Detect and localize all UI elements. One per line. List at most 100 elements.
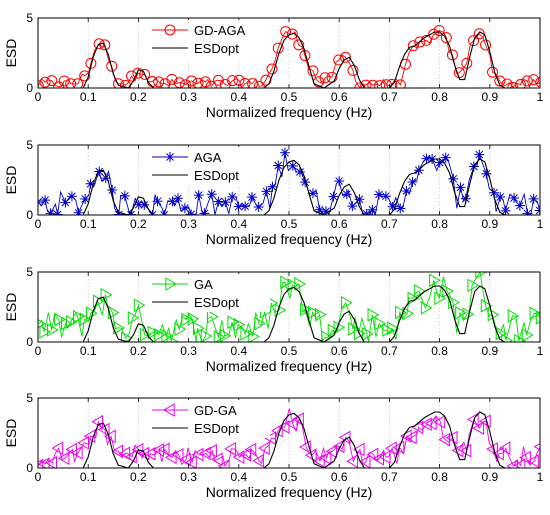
x-tick-label-8: 0.8: [431, 90, 448, 104]
data-point-108: [394, 79, 406, 88]
data-point-134: [480, 39, 492, 51]
data-point-18: [91, 414, 104, 429]
legend: GA ESDopt: [148, 274, 270, 312]
data-point-104: [380, 79, 392, 88]
data-point-94: [346, 454, 359, 468]
data-point-52: [205, 443, 217, 458]
data-point-66: [254, 316, 266, 331]
data-point-84: [314, 204, 325, 215]
data-point-10: [66, 191, 77, 202]
legend-label: GD-AGA: [194, 23, 246, 38]
data-point-148: [529, 306, 540, 321]
x-tick-label-2: 0.2: [130, 90, 147, 104]
x-tick-label-7: 0.7: [381, 470, 398, 484]
x-axis-label: Normalized frequency (Hz): [206, 484, 373, 500]
data-point-48: [192, 321, 205, 336]
data-point-76: [287, 160, 298, 171]
legend-box: [148, 147, 270, 185]
legend: GD-GA ESDopt: [148, 400, 270, 438]
x-tick-label-10: 1: [537, 470, 544, 484]
data-point-58: [227, 75, 239, 87]
data-point-82: [307, 65, 319, 77]
x-tick-label-5: 0.5: [281, 90, 298, 104]
data-point-46: [186, 209, 197, 215]
data-point-98: [360, 79, 372, 88]
data-point-4: [46, 75, 58, 87]
data-point-10: [66, 315, 78, 329]
data-point-118: [428, 28, 440, 40]
x-tick-label-6: 0.6: [331, 344, 348, 358]
data-point-114: [414, 284, 426, 298]
data-point-124: [448, 295, 460, 310]
data-point-72: [270, 423, 283, 438]
y-tick-label-1: 5: [26, 11, 33, 25]
legend-item-gd-aga: GD-AGA: [152, 23, 246, 38]
data-point-60: [233, 317, 246, 332]
data-point-118: [429, 273, 441, 288]
data-point-40: [164, 450, 177, 465]
data-point-2: [40, 195, 51, 206]
data-point-38: [157, 442, 170, 457]
data-point-14: [79, 70, 91, 82]
x-tick-label-7: 0.7: [381, 217, 398, 231]
data-point-32: [139, 68, 151, 80]
y-tick-label-1: 5: [26, 391, 33, 405]
data-point-106: [387, 321, 400, 336]
data-point-142: [507, 309, 520, 323]
data-point-102: [374, 316, 387, 331]
data-point-82: [307, 305, 320, 320]
data-point-104: [380, 191, 391, 202]
data-point-136: [487, 66, 499, 78]
data-point-78: [292, 412, 304, 427]
legend-item-aga: AGA: [152, 150, 222, 165]
series-area: [38, 147, 540, 215]
data-point-124: [448, 173, 459, 184]
x-tick-label-3: 0.3: [180, 344, 197, 358]
data-point-80: [299, 440, 311, 454]
data-point-52: [205, 80, 217, 88]
data-point-126: [455, 182, 466, 193]
legend-label: ESDopt: [194, 421, 239, 436]
data-point-146: [521, 328, 534, 342]
legend-label: ESDopt: [194, 41, 239, 56]
chart-panel-1: 0 0.1 0.2 0.3 0.4 0.5 0.6 0.7 0.8 0.9 1 0 5 Normalize…: [3, 11, 544, 120]
data-point-116: [421, 153, 432, 164]
data-point-72: [274, 303, 287, 318]
data-point-136: [489, 187, 500, 198]
data-point-30: [132, 67, 144, 79]
x-tick-label-4: 0.4: [230, 217, 247, 231]
data-point-142: [509, 193, 520, 204]
data-point-84: [313, 454, 325, 468]
data-point-4: [45, 208, 56, 215]
data-point-94: [348, 322, 360, 336]
data-point-16: [85, 178, 96, 189]
x-tick-label-9: 0.9: [481, 344, 498, 358]
data-point-16: [83, 429, 96, 443]
data-point-50: [199, 208, 210, 215]
x-tick-label-1: 0.1: [80, 470, 97, 484]
legend-item-ga: GA: [152, 277, 213, 292]
data-point-52: [206, 309, 219, 324]
data-point-4: [45, 456, 57, 468]
data-point-96: [352, 442, 365, 457]
data-point-144: [514, 200, 525, 211]
data-point-34: [147, 325, 160, 340]
data-point-60: [233, 201, 244, 212]
data-point-70: [266, 63, 278, 75]
data-point-140: [498, 441, 511, 456]
data-point-66: [252, 453, 264, 468]
data-point-114: [414, 36, 426, 48]
data-point-58: [227, 315, 240, 330]
data-point-108: [395, 203, 406, 214]
data-point-legend: [165, 277, 177, 291]
data-point-20: [100, 173, 111, 184]
data-point-20: [97, 422, 110, 437]
y-axis-label: ESD: [3, 166, 19, 195]
data-point-146: [522, 208, 533, 215]
data-point-12: [72, 78, 84, 88]
data-point-106: [387, 201, 398, 212]
data-point-20: [100, 287, 113, 302]
data-point-120: [433, 24, 445, 36]
data-point-24: [113, 209, 124, 215]
data-point-88: [325, 444, 338, 459]
